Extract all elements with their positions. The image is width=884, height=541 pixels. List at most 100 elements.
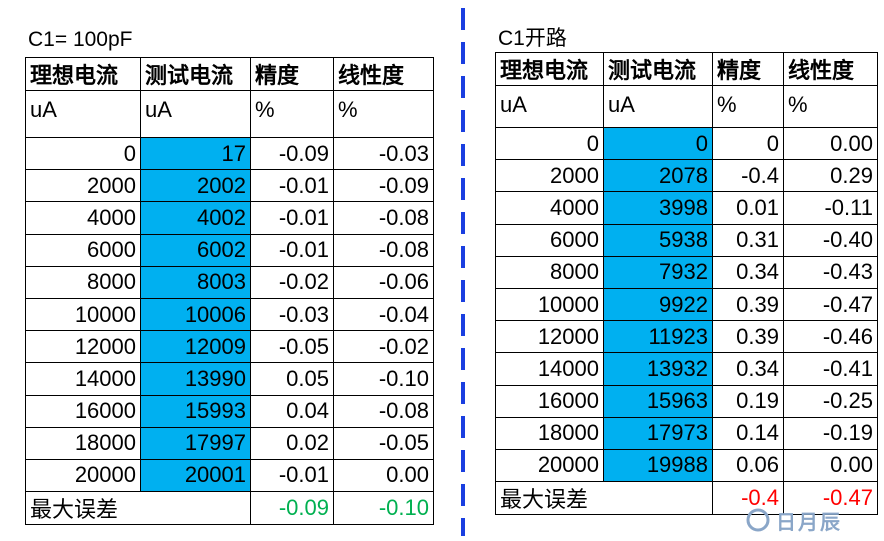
data-cell: -0.11 [783, 191, 878, 225]
data-cell: 5938 [603, 223, 713, 257]
data-cell: 2078 [603, 159, 713, 193]
data-row: 6000 6002 -0.01 -0.08 [25, 233, 434, 267]
data-row: 14000 13990 0.05 -0.10 [25, 362, 434, 396]
data-row: 18000 17997 0.02 -0.05 [25, 426, 434, 460]
data-cell: 18000 [25, 426, 141, 460]
header-cell: 线性度 [333, 57, 434, 91]
watermark: 日月辰 [776, 512, 842, 534]
data-row: 16000 15993 0.04 -0.08 [25, 394, 434, 428]
data-cell: 6000 [495, 223, 604, 257]
data-cell: 0.02 [250, 426, 334, 460]
data-cell: 18000 [495, 416, 604, 450]
data-row: 6000 5938 0.31 -0.40 [495, 223, 878, 257]
data-cell: 10000 [25, 297, 141, 332]
data-cell: 15993 [140, 394, 251, 428]
data-cell: 8000 [25, 265, 141, 299]
data-cell: 12000 [495, 320, 604, 354]
data-cell: 0.04 [250, 394, 334, 428]
data-cell: -0.03 [250, 297, 334, 332]
data-row: 10000 9922 0.39 -0.47 [495, 287, 878, 322]
data-cell: -0.43 [783, 255, 878, 289]
data-cell: 4000 [25, 201, 141, 235]
footer-label: 最大误差 [495, 481, 713, 516]
data-cell: 0.06 [712, 448, 784, 483]
data-cell: 11923 [603, 320, 713, 354]
table: 理想电流 测试电流 精度 线性度 uA uA%% 0 0 0 0.00 2000 2078 -0.4 0.… [495, 52, 878, 516]
data-cell: 4002 [140, 201, 251, 235]
data-cell: -0.04 [333, 297, 434, 332]
data-cell: 0.31 [712, 223, 784, 257]
data-cell: 12000 [25, 330, 141, 364]
data-cell: 15963 [603, 384, 713, 418]
header-row: 理想电流 测试电流 精度 线性度 [495, 52, 878, 86]
footer-value: -0.09 [250, 491, 334, 526]
data-cell: -0.03 [333, 136, 434, 171]
data-cell: 3998 [603, 191, 713, 225]
data-row: 8000 7932 0.34 -0.43 [495, 255, 878, 289]
data-row: 14000 13932 0.34 -0.41 [495, 352, 878, 386]
footer-row: 最大误差 -0.09 -0.10 [25, 491, 434, 526]
data-cell: -0.08 [333, 394, 434, 428]
unit-cell: uA [603, 85, 713, 128]
header-cell: 精度 [250, 57, 334, 91]
data-cell: 0.34 [712, 352, 784, 386]
data-cell: -0.4 [712, 159, 784, 193]
data-cell: -0.41 [783, 352, 878, 386]
data-row: 12000 12009 -0.05 -0.02 [25, 330, 434, 364]
data-cell: 17 [140, 136, 251, 171]
data-cell: -0.08 [333, 233, 434, 267]
data-cell: 6002 [140, 233, 251, 267]
data-row: 20000 20001 -0.01 0.00 [25, 458, 434, 493]
table-caption: C1开路 [498, 27, 567, 50]
data-cell: -0.06 [333, 265, 434, 299]
data-cell: -0.01 [250, 169, 334, 203]
data-cell: 13990 [140, 362, 251, 396]
data-row: 8000 8003 -0.02 -0.06 [25, 265, 434, 299]
data-row: 18000 17973 0.14 -0.19 [495, 416, 878, 450]
data-cell: 0.05 [250, 362, 334, 396]
data-cell: -0.09 [333, 169, 434, 203]
data-row: 20000 19988 0.06 0.00 [495, 448, 878, 483]
data-cell: -0.10 [333, 362, 434, 396]
data-cell: 0.29 [783, 159, 878, 193]
data-cell: 7932 [603, 255, 713, 289]
data-row: 4000 3998 0.01 -0.11 [495, 191, 878, 225]
data-cell: 0.14 [712, 416, 784, 450]
data-row: 16000 15963 0.19 -0.25 [495, 384, 878, 418]
header-cell: 测试电流 [140, 57, 251, 91]
data-cell: 0.39 [712, 320, 784, 354]
data-cell: 0 [712, 126, 784, 161]
data-cell: -0.05 [333, 426, 434, 460]
data-cell: -0.08 [333, 201, 434, 235]
data-cell: 0 [603, 126, 713, 161]
header-cell: 理想电流 [25, 57, 141, 91]
data-cell: 0.39 [712, 287, 784, 322]
footer-value: -0.10 [333, 491, 434, 526]
divider [461, 8, 465, 536]
data-cell: 0.19 [712, 384, 784, 418]
data-cell: 2002 [140, 169, 251, 203]
header-cell: 线性度 [783, 52, 878, 86]
data-row: 4000 4002 -0.01 -0.08 [25, 201, 434, 235]
data-cell: 0 [25, 136, 141, 171]
data-cell: 12009 [140, 330, 251, 364]
data-cell: -0.05 [250, 330, 334, 364]
data-cell: -0.47 [783, 287, 878, 322]
unit-cell: uA [25, 90, 141, 138]
data-cell: -0.09 [250, 136, 334, 171]
table-caption: C1= 100pF [28, 28, 133, 51]
data-cell: 0.00 [783, 448, 878, 483]
data-cell: -0.01 [250, 458, 334, 493]
footer-row: 最大误差 -0.4 -0.47 [495, 481, 878, 516]
data-row: 0 0 0 0.00 [495, 126, 878, 161]
data-cell: 13932 [603, 352, 713, 386]
data-cell: 14000 [495, 352, 604, 386]
data-row: 2000 2078 -0.4 0.29 [495, 159, 878, 193]
data-cell: -0.01 [250, 201, 334, 235]
data-cell: 10006 [140, 297, 251, 332]
unit-cell: % [250, 90, 334, 138]
data-row: 0 17 -0.09 -0.03 [25, 136, 434, 171]
data-cell: 16000 [25, 394, 141, 428]
header-cell: 精度 [712, 52, 784, 86]
